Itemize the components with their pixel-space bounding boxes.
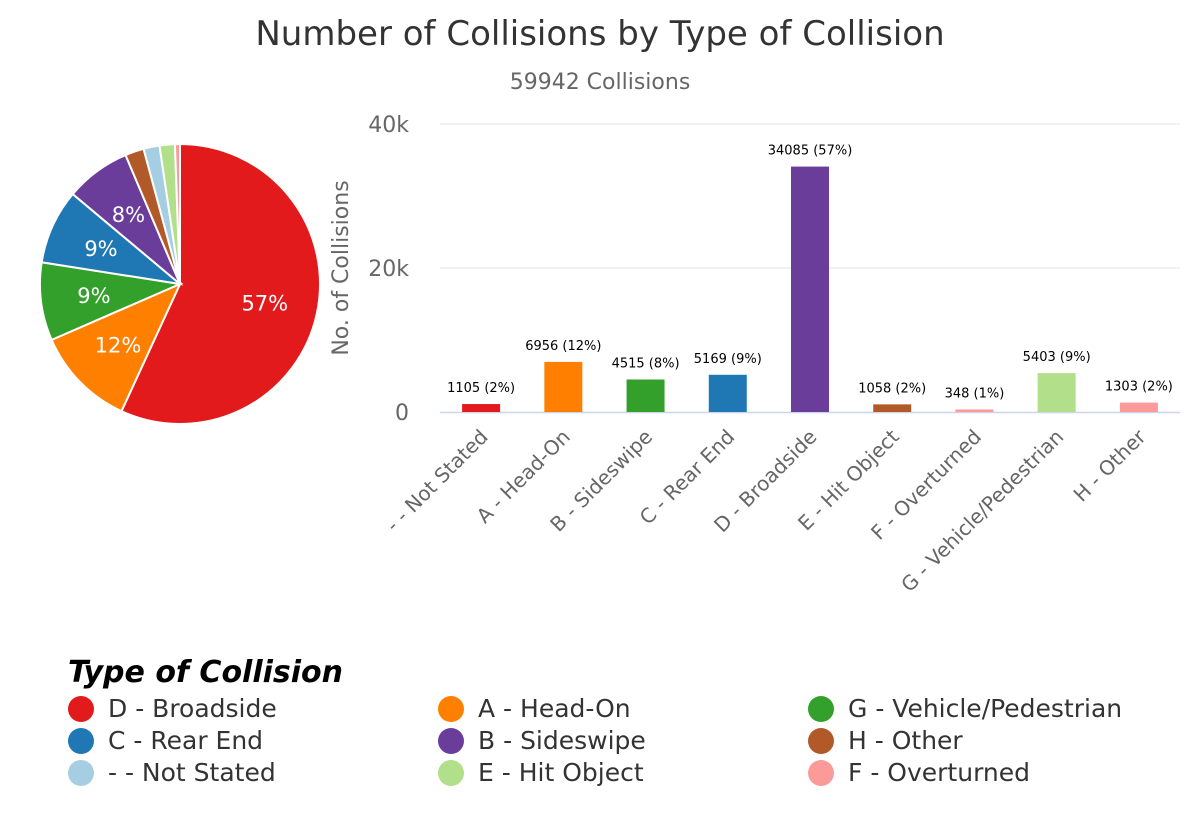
legend-item[interactable]: G - Vehicle/Pedestrian: [808, 694, 1178, 723]
bar-data-label: 34085 (57%): [768, 144, 853, 159]
bar[interactable]: [626, 379, 665, 412]
legend-swatch: [438, 727, 464, 754]
pie-slice-label: 9%: [77, 284, 110, 308]
legend-item-label: G - Vehicle/Pedestrian: [848, 694, 1123, 723]
bar[interactable]: [955, 409, 994, 412]
legend-item[interactable]: H - Other: [808, 726, 1178, 755]
legend-swatch: [808, 759, 834, 786]
legend-item[interactable]: F - Overturned: [808, 758, 1178, 787]
legend-item-label: C - Rear End: [108, 726, 264, 755]
bar[interactable]: [1119, 402, 1158, 412]
bar-data-label: 1105 (2%): [447, 381, 515, 396]
legend-swatch: [808, 727, 834, 754]
legend-swatch: [68, 695, 94, 722]
chart-canvas: 57% 12% 9% 9% 8% 0 20k 40k No. of Collisions 110…: [39, 113, 1180, 597]
chart-title: Number of Collisions by Type of Collisio…: [255, 14, 945, 54]
legend: Type of Collision D - Broadside A - Head-…: [68, 655, 1178, 787]
legend-item[interactable]: E - Hit Object: [438, 758, 808, 787]
legend-item-label: A - Head-On: [478, 694, 631, 723]
y-axis-label: No. of Collisions: [329, 180, 354, 355]
x-tick-label: G - Vehicle/Pedestrian: [896, 425, 1068, 597]
legend-swatch: [68, 759, 94, 786]
pie-slice[interactable]: [120, 142, 321, 425]
bar-data-label: 5403 (9%): [1023, 350, 1091, 365]
legend-item[interactable]: D - Broadside: [68, 694, 438, 723]
bar[interactable]: [791, 166, 829, 412]
pie-slice-label: 9%: [84, 237, 117, 261]
bar[interactable]: [708, 374, 747, 412]
bar-data-label: 1303 (2%): [1105, 380, 1173, 395]
legend-item-label: D - Broadside: [108, 694, 277, 723]
y-tick-label: 0: [395, 401, 409, 426]
chart-subtitle: 59942 Collisions: [509, 70, 691, 95]
bar-data-label: 6956 (12%): [525, 339, 601, 354]
legend-swatch: [438, 759, 464, 786]
x-tick-label: H - Other: [1069, 424, 1151, 506]
y-tick-label: 40k: [368, 113, 409, 138]
legend-item[interactable]: C - Rear End: [68, 726, 438, 755]
legend-item-label: F - Overturned: [848, 758, 1031, 787]
bar[interactable]: [1037, 373, 1076, 412]
bar-data-label: 5169 (9%): [694, 352, 762, 367]
legend-item[interactable]: A - Head-On: [438, 694, 808, 723]
y-tick-label: 20k: [368, 257, 409, 282]
legend-swatch: [438, 695, 464, 722]
bar[interactable]: [544, 361, 583, 412]
bar[interactable]: [462, 404, 501, 412]
legend-item-label: E - Hit Object: [478, 758, 644, 787]
x-tick-label: - - Not Stated: [381, 425, 493, 537]
legend-item-label: H - Other: [848, 726, 963, 755]
pie-slice[interactable]: [173, 142, 181, 285]
legend-item-label: - - Not Stated: [108, 758, 276, 787]
legend-swatch: [68, 727, 94, 754]
legend-title: Type of Collision: [68, 655, 344, 690]
bar-data-label: 348 (1%): [945, 386, 1005, 401]
pie-slice[interactable]: [39, 261, 184, 342]
bar-data-label: 4515 (8%): [612, 356, 680, 371]
pie-slice-label: 8%: [112, 203, 145, 227]
bar[interactable]: [873, 404, 912, 412]
legend-item[interactable]: - - Not Stated: [68, 758, 438, 787]
bar-data-label: 1058 (2%): [858, 381, 926, 396]
pie-slice-label: 57%: [241, 292, 288, 316]
pie-slice-label: 12%: [95, 334, 142, 358]
pie-slice[interactable]: [50, 282, 183, 413]
bar-chart: 0 20k 40k No. of Collisions 1105 (2%) - - Not…: [329, 113, 1180, 597]
legend-items: D - Broadside A - Head-On G - Vehicle/Pede…: [68, 694, 1178, 787]
legend-swatch: [808, 695, 834, 722]
legend-item[interactable]: B - Sideswipe: [438, 726, 808, 755]
legend-item-label: B - Sideswipe: [478, 726, 646, 755]
pie-chart: 57% 12% 9% 9% 8%: [39, 142, 321, 425]
